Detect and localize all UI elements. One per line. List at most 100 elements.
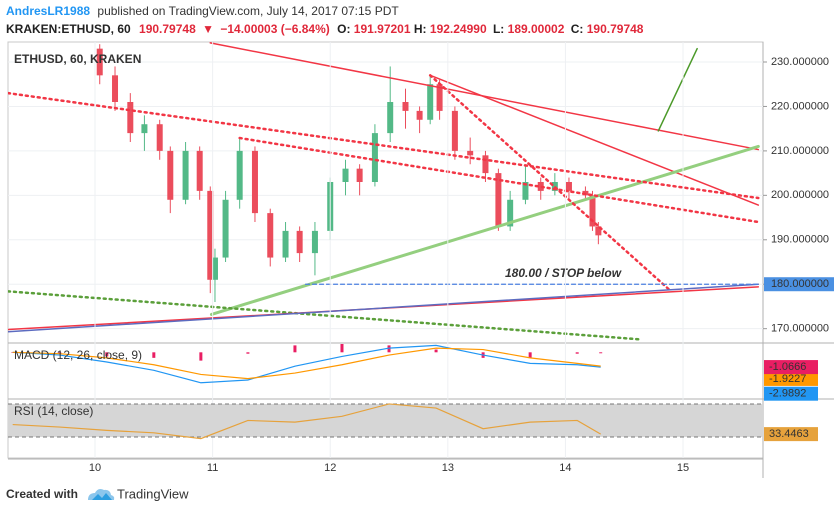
change-arrow: ▼	[202, 22, 214, 36]
histogram-bar	[599, 352, 603, 354]
candle-body	[196, 150, 203, 191]
candle-body	[296, 230, 303, 254]
candle-body	[495, 173, 502, 227]
low-value: 189.00002	[508, 22, 565, 36]
last-value-box	[764, 427, 818, 442]
candle-body	[595, 226, 602, 236]
candle-body	[589, 195, 596, 227]
indicator-line	[12, 403, 602, 440]
candle-body	[156, 124, 163, 151]
trend-line	[429, 74, 760, 206]
indicator-line	[12, 344, 601, 384]
histogram-bar	[387, 345, 391, 353]
candle-body	[565, 182, 572, 191]
open-label: O:	[337, 22, 350, 36]
plot-frame	[7, 41, 764, 459]
candle-body	[416, 110, 423, 120]
y-tick-label: 200.000000	[771, 189, 829, 201]
last-value-label: -2.9892	[769, 388, 806, 400]
last-value-box	[764, 360, 818, 375]
last-value-label: -1.0666	[769, 361, 806, 373]
close-label: C:	[571, 22, 584, 36]
candle-body	[427, 84, 434, 120]
pane-title: RSI (14, close)	[14, 404, 93, 418]
brand[interactable]: TradingView	[117, 486, 189, 501]
histogram-bar	[58, 352, 62, 354]
histogram-bar	[152, 352, 156, 358]
candle-body	[127, 102, 134, 134]
candle-body	[267, 213, 274, 258]
candle-body	[467, 150, 474, 156]
x-tick-label: 13	[442, 462, 454, 474]
band-fill	[8, 403, 763, 437]
last-value-label: -1.9227	[769, 373, 806, 385]
candle-body	[371, 133, 378, 182]
trend-line	[238, 136, 760, 224]
y-tick-label: 230.000000	[771, 56, 829, 68]
price-label-box	[764, 277, 834, 292]
trend-line	[8, 283, 760, 333]
candle-body	[356, 168, 363, 182]
candle-body	[211, 257, 218, 280]
header-line-2: KRAKEN:ETHUSD, 60 190.79748 ▼ −14.00003 …	[6, 22, 644, 36]
change: −14.00003 (−6.84%)	[220, 22, 329, 36]
pane-title: MACD (12, 26, close, 9)	[14, 348, 142, 362]
price-label: 180.000000	[771, 278, 829, 290]
histogram-bar	[246, 352, 250, 354]
candle-body	[251, 150, 258, 214]
candle-body	[141, 124, 148, 134]
low-label: L:	[493, 22, 504, 36]
candle-body	[507, 199, 514, 227]
indicator-pane	[11, 344, 603, 384]
candle-body	[207, 190, 214, 280]
created-with: Created with	[6, 487, 78, 501]
last-value-label: 33.4463	[769, 428, 809, 440]
trend-line	[8, 290, 641, 341]
histogram-bar	[199, 352, 203, 361]
open-value: 191.97201	[354, 22, 411, 36]
x-tick-label: 10	[89, 462, 101, 474]
last-price: 190.79748	[139, 22, 196, 36]
indicator-line	[12, 347, 601, 380]
candle-body	[236, 150, 243, 200]
x-tick-label: 14	[559, 462, 571, 474]
pane-title: ETHUSD, 60, KRAKEN	[14, 52, 141, 66]
x-tick-label: 15	[677, 462, 689, 474]
histogram-bar	[105, 352, 109, 357]
candle-body	[387, 102, 394, 134]
candle-body	[522, 182, 529, 200]
candle-body	[167, 150, 174, 200]
trend-line	[657, 47, 698, 132]
candle-body	[436, 84, 443, 111]
y-tick-label: 170.000000	[771, 323, 829, 335]
histogram-bar	[293, 345, 297, 353]
histogram-bar	[434, 349, 438, 353]
high-label: H:	[414, 22, 427, 36]
annotation: 180.00 / STOP below	[505, 266, 622, 280]
symbol: KRAKEN:ETHUSD, 60	[6, 22, 131, 36]
author[interactable]: AndresLR1988	[6, 4, 90, 18]
y-tick-label: 190.000000	[771, 234, 829, 246]
price-pane	[8, 42, 763, 341]
candle-body	[222, 199, 229, 258]
indicator-pane	[8, 403, 763, 440]
last-value-box	[764, 371, 818, 386]
x-tick-label: 12	[324, 462, 336, 474]
published: published on TradingView.com, July 14, 2…	[97, 4, 399, 18]
last-value-box	[764, 386, 818, 401]
trend-line	[209, 144, 760, 316]
candle-body	[112, 75, 119, 102]
trend-line	[8, 91, 760, 200]
x-tick-label: 11	[207, 462, 218, 474]
histogram-bar	[575, 352, 579, 354]
candle-body	[96, 48, 103, 76]
histogram-bar	[528, 352, 532, 358]
candle-body	[311, 230, 318, 254]
header-line-1: AndresLR1988 published on TradingView.co…	[6, 4, 399, 18]
y-tick-label: 210.000000	[771, 145, 829, 157]
close-value: 190.79748	[587, 22, 644, 36]
candle-body	[482, 155, 489, 174]
